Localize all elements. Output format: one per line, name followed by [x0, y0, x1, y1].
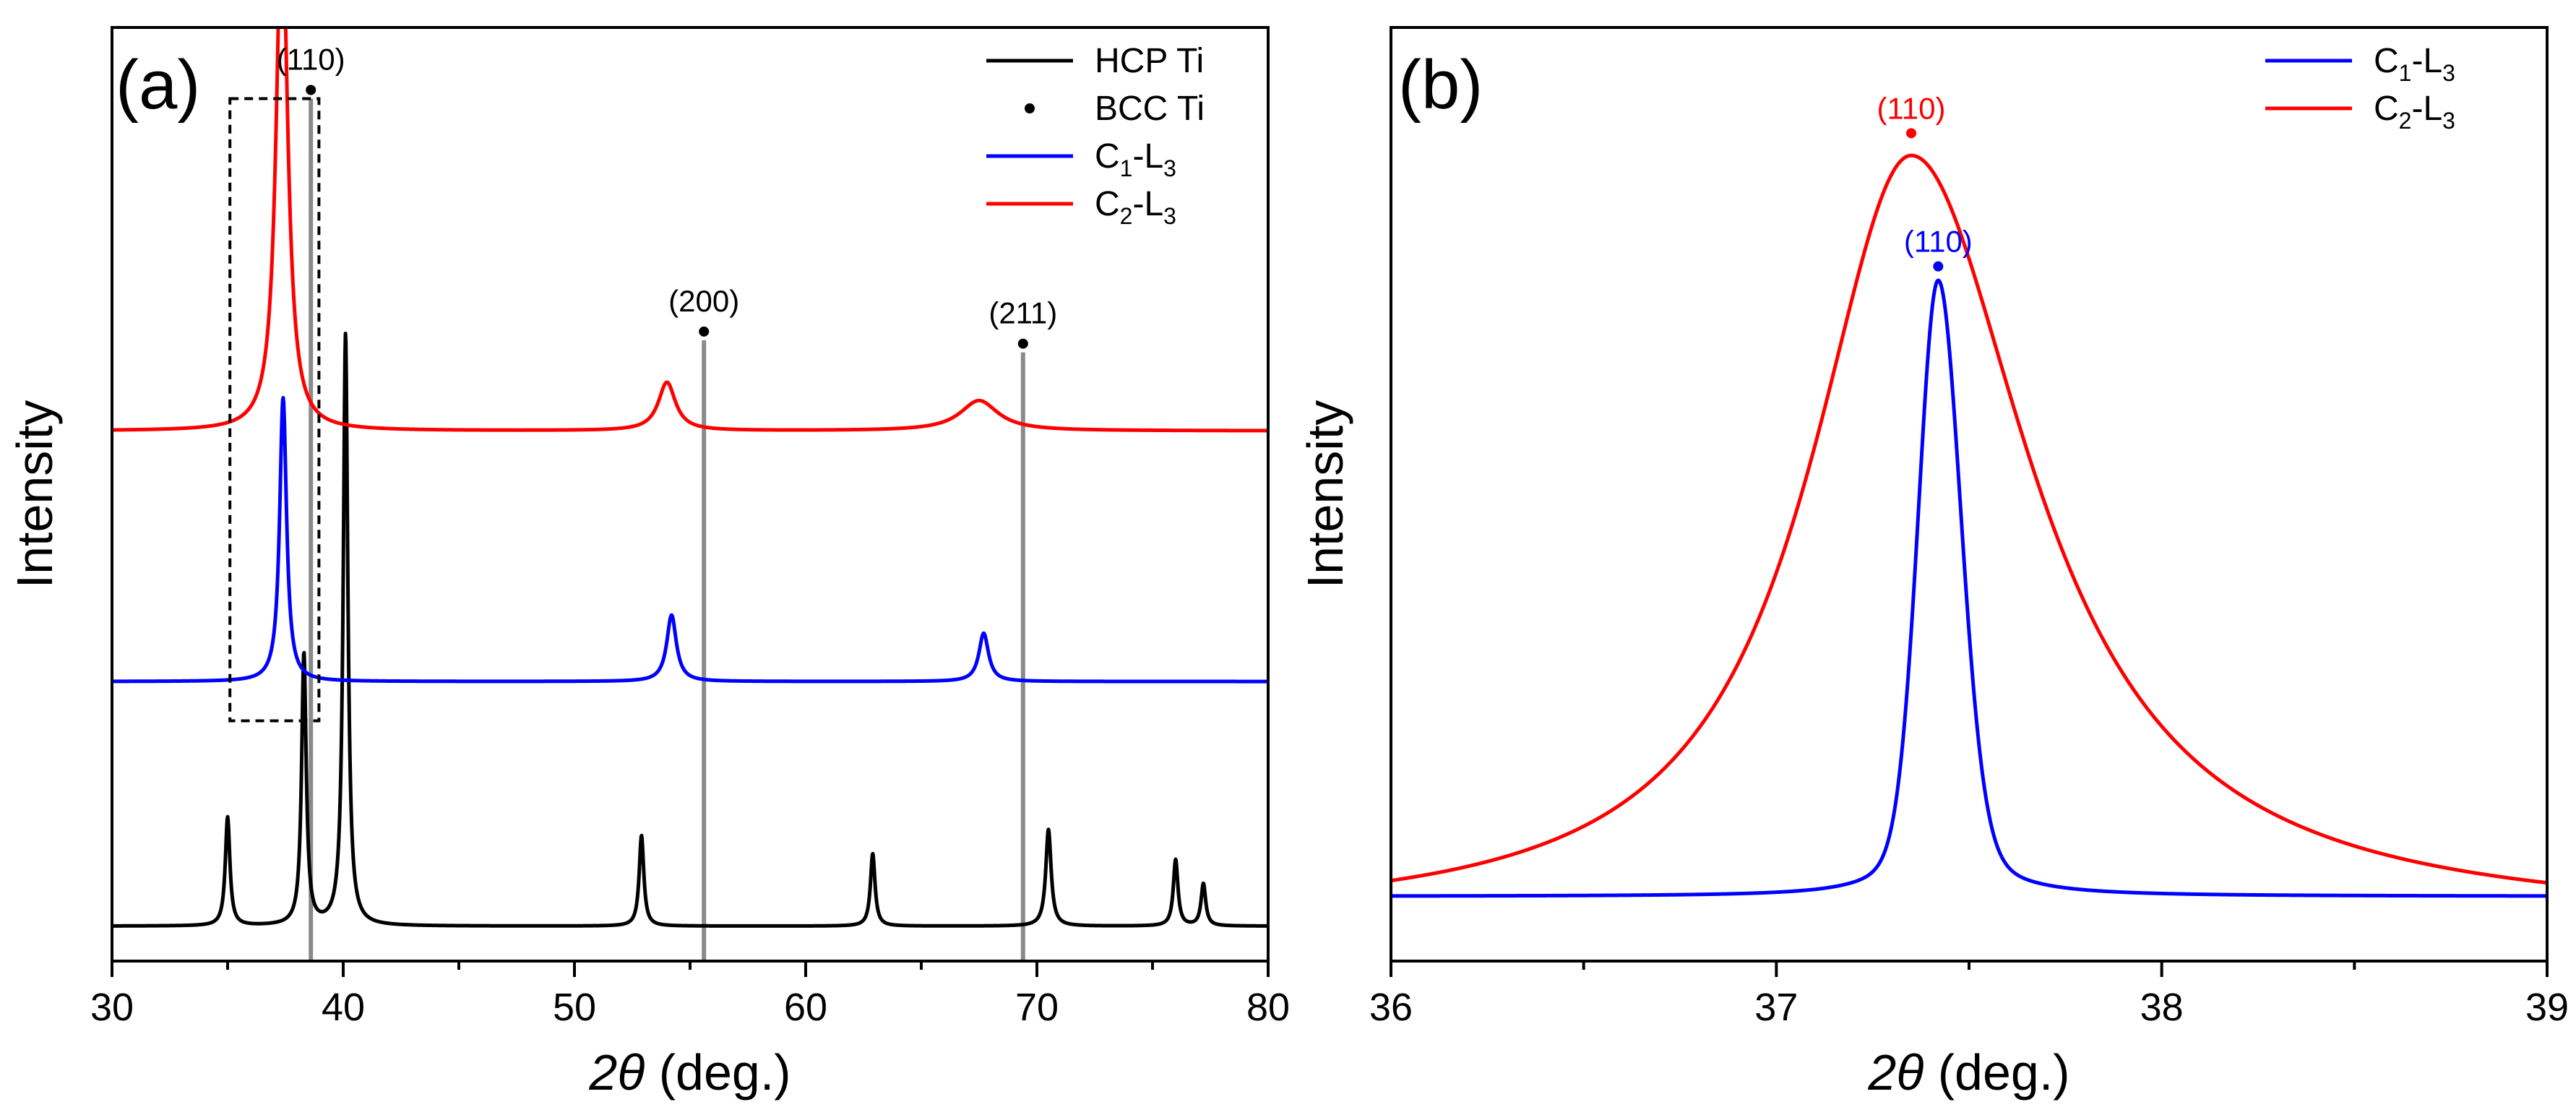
panel-label: (b)	[1398, 46, 1483, 124]
panel-a: 30 40 50 60 70 80 2θ (deg.) Intensity (a) (110) (2…	[7, 26, 1290, 1101]
series-line-c1-l3	[113, 395, 1267, 684]
legend-text-sub: 3	[1163, 203, 1176, 229]
legend-entry: C1-L3	[2374, 42, 2455, 86]
x-tick-label: 38	[2140, 986, 2184, 1029]
x-tick-label: 36	[1369, 986, 1413, 1029]
legend-text-main: BCC Ti	[1095, 90, 1205, 128]
bcc-peak-label: (110)	[277, 43, 345, 77]
series-line-c2-l3	[1392, 153, 2546, 884]
peak-label: (110)	[1877, 91, 1946, 125]
x-tick-label: 80	[1246, 986, 1290, 1029]
x-axis-label-rest: (deg.)	[1924, 1044, 2069, 1101]
series-line-c1-l3	[1392, 278, 2546, 898]
legend-dot-marker	[1025, 103, 1035, 113]
legend-text-main: C	[2374, 42, 2399, 80]
bcc-peak-dot	[699, 326, 710, 337]
legend-text-mid: -L	[2411, 90, 2442, 128]
legend-text-main: C	[2374, 90, 2399, 128]
zoom-highlight-box	[228, 97, 321, 723]
bcc-peak-label: (200)	[668, 284, 739, 318]
legend-entry: C2-L3	[1095, 185, 1176, 229]
peak-dot	[1933, 261, 1944, 272]
peak-dot	[1906, 128, 1916, 139]
legend-text-sub: 2	[2399, 108, 2412, 134]
bcc-peak-dot	[306, 85, 316, 95]
x-axis-label-rest: (deg.)	[645, 1044, 791, 1101]
legend-entry: BCC Ti	[1095, 90, 1205, 128]
peak-label: (110)	[1904, 225, 1973, 259]
x-axis-label-italic: 2θ	[1867, 1044, 1924, 1101]
x-axis-label: 2θ (deg.)	[1867, 1044, 2069, 1101]
x-tick-label: 30	[90, 986, 134, 1029]
legend-text-main: C	[1095, 185, 1120, 223]
x-tick-label: 50	[553, 986, 596, 1029]
x-tick-label: 37	[1754, 986, 1798, 1029]
legend-text-mid: -L	[1132, 137, 1163, 176]
panel-label: (a)	[116, 46, 200, 124]
plot-area	[113, 29, 1267, 960]
panel-b: 36 37 38 39 2θ (deg.) Intensity (b) (110) (110) C…	[1297, 26, 2569, 1101]
plot-area	[1392, 153, 2546, 898]
legend-text-mid: -L	[2411, 42, 2442, 80]
legend-entry: HCP Ti	[1095, 42, 1204, 80]
legend-text-sub: 3	[2442, 60, 2455, 86]
y-axis-label: Intensity	[1297, 400, 1353, 589]
x-axis-label: 2θ (deg.)	[588, 1044, 791, 1101]
legend-text-main: HCP Ti	[1095, 42, 1204, 80]
legend-text-main: C	[1095, 137, 1120, 176]
x-tick-label: 70	[1015, 986, 1059, 1029]
x-tick-label: 39	[2525, 986, 2569, 1029]
bcc-peak-dot	[1017, 338, 1028, 349]
bcc-peak-label: (211)	[988, 296, 1057, 330]
legend-entry: C2-L3	[2374, 90, 2455, 134]
x-axis-label-italic: 2θ	[588, 1044, 645, 1101]
legend-text-sub: 3	[2442, 108, 2455, 134]
legend-text-sub: 2	[1120, 203, 1133, 229]
legend-text-sub: 1	[1120, 155, 1133, 181]
legend-text-mid: -L	[1132, 185, 1163, 223]
y-axis-label: Intensity	[7, 400, 63, 589]
legend-entry: C1-L3	[1095, 137, 1176, 181]
x-tick-label: 40	[322, 986, 365, 1029]
legend-text-sub: 1	[2399, 60, 2412, 86]
legend-text-sub: 3	[1163, 155, 1176, 181]
x-tick-label: 60	[784, 986, 827, 1029]
series-line-c2-l3	[113, 29, 1267, 433]
plot-frame	[1390, 26, 2549, 963]
